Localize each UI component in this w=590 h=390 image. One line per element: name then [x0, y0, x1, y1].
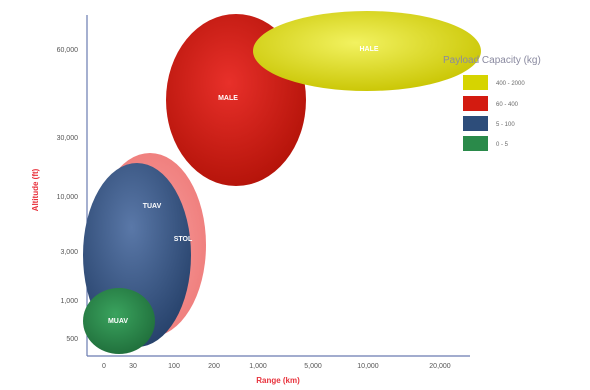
y-tick: 3,000 [60, 249, 78, 256]
y-tick: 500 [66, 336, 78, 343]
legend-swatch [463, 96, 488, 111]
y-tick: 10,000 [57, 194, 79, 201]
legend-label: 0 - 5 [496, 142, 509, 148]
legend-label: 400 - 2000 [496, 81, 525, 87]
x-tick: 10,000 [357, 363, 379, 370]
x-tick: 30 [129, 363, 137, 370]
bubble-label: MUAV [108, 318, 128, 325]
y-tick: 30,000 [57, 135, 79, 142]
legend-label: 5 - 100 [496, 122, 515, 128]
x-tick: 5,000 [304, 363, 322, 370]
bubble-label: STOL [174, 236, 193, 243]
bubble-hale [253, 11, 481, 91]
x-ticks: 0 30 100 200 1,000 5,000 10,000 20,000 [102, 363, 451, 370]
y-tick: 1,000 [60, 298, 78, 305]
y-tick: 60,000 [57, 47, 79, 54]
x-tick: 1,000 [249, 363, 267, 370]
x-tick: 0 [102, 363, 106, 370]
legend-swatch [463, 75, 488, 90]
y-axis-title: Altitude (ft) [31, 168, 40, 211]
x-tick: 20,000 [429, 363, 451, 370]
legend-label: 60 - 400 [496, 102, 519, 108]
legend-swatch [463, 136, 488, 151]
y-ticks: 60,000 30,000 10,000 3,000 1,000 500 [57, 47, 79, 343]
x-axis-title: Range (km) [256, 376, 300, 385]
legend-title: Payload Capacity (kg) [443, 55, 541, 66]
bubble-label: MALE [218, 95, 238, 102]
bubble-label: HALE [359, 46, 378, 53]
x-tick: 100 [168, 363, 180, 370]
legend-swatch [463, 116, 488, 131]
legend: Payload Capacity (kg) 400 - 2000 60 - 40… [443, 55, 541, 151]
bubble-label: TUAV [143, 203, 162, 210]
x-tick: 200 [208, 363, 220, 370]
bubble-muav [83, 288, 155, 354]
